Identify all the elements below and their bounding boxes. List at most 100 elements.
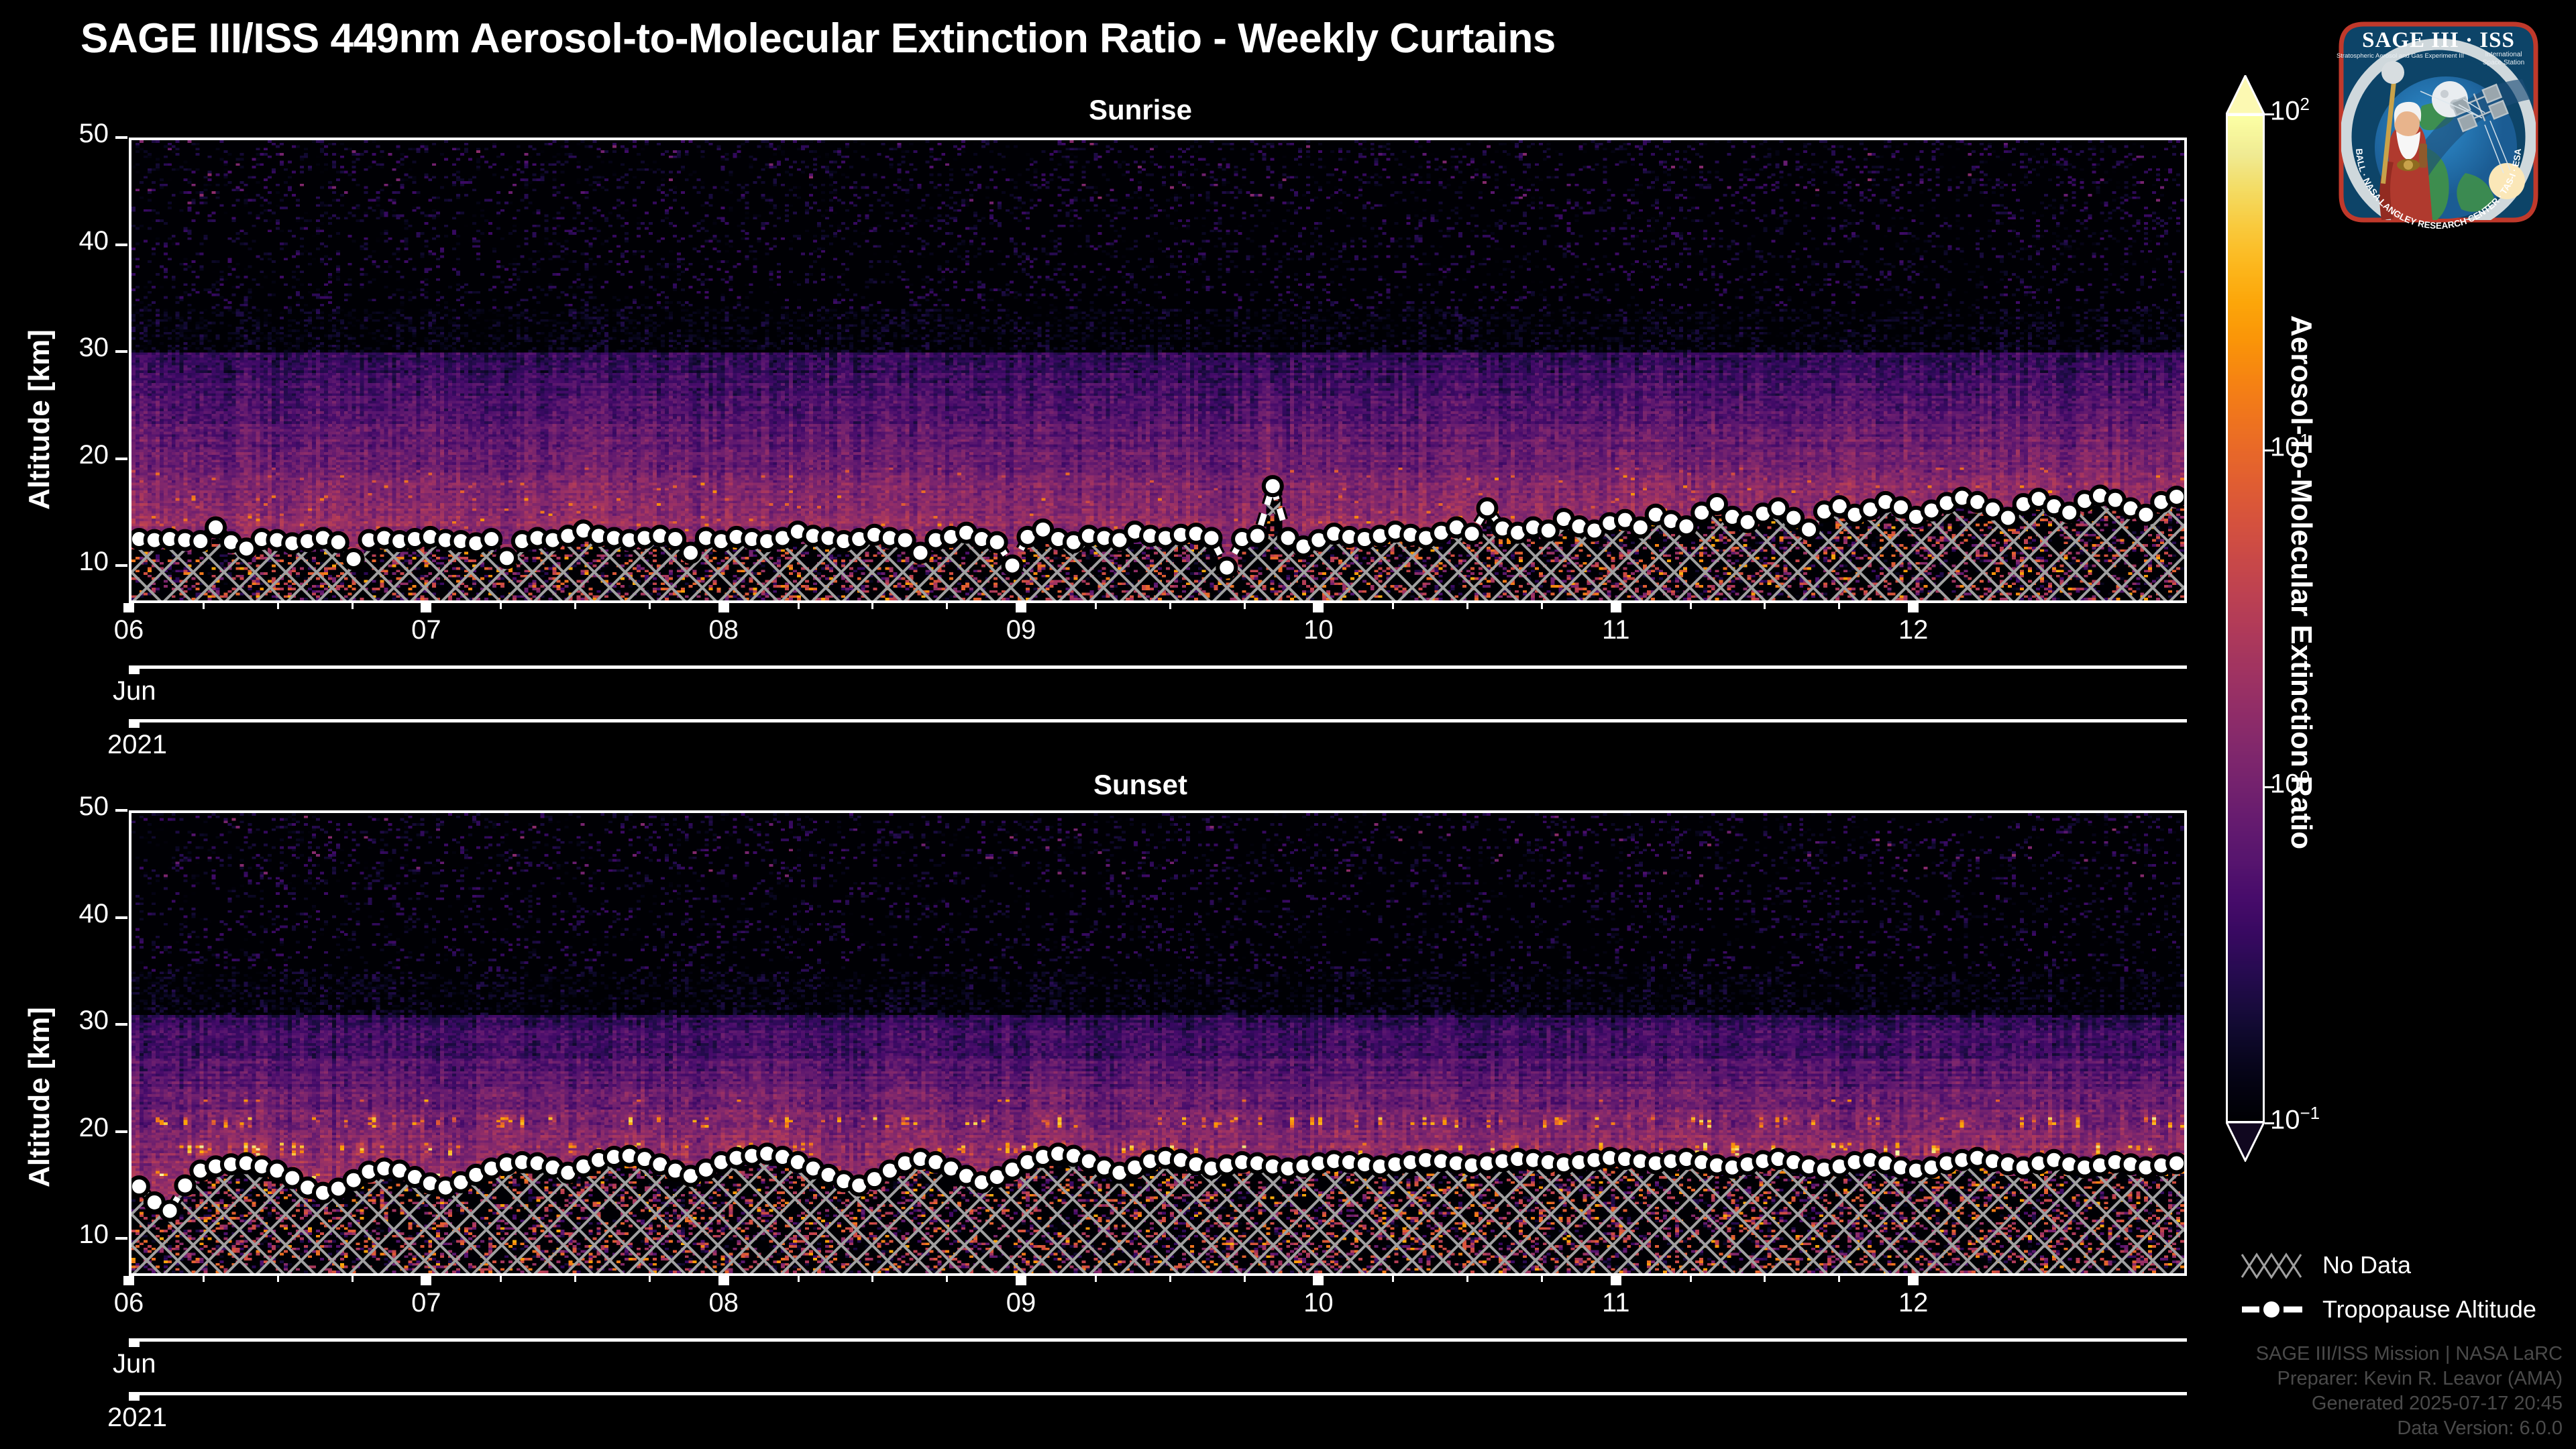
year-band-tick-sunset bbox=[129, 1392, 140, 1401]
y-tick-label-sunrise-50: 50 bbox=[78, 119, 109, 148]
year-band-tick-sunrise bbox=[129, 719, 140, 728]
tropopause-marker bbox=[1476, 497, 1499, 520]
no-data-hatch-region bbox=[131, 1159, 2184, 1273]
x-tick-label-sunset-08: 08 bbox=[708, 1288, 739, 1318]
y-tick-mark-sunset-50 bbox=[115, 809, 127, 812]
legend-item-no-data: No Data bbox=[2241, 1246, 2536, 1284]
legend-item-tropopause: Tropopause Altitude bbox=[2241, 1291, 2536, 1328]
tropopause-marker bbox=[664, 528, 687, 551]
tropopause-marker bbox=[1629, 516, 1652, 539]
y-tick-mark-sunrise-30 bbox=[115, 350, 127, 354]
colorbar-min-arrow bbox=[2224, 1121, 2266, 1163]
y-tick-label-sunrise-30: 30 bbox=[78, 333, 109, 363]
x-tick-mark-sunset-12 bbox=[1908, 1276, 1919, 1285]
x-minor-tick-sunset bbox=[1540, 1276, 1543, 1282]
x-minor-tick-sunrise bbox=[1466, 603, 1469, 609]
month-band-tick-sunrise bbox=[129, 665, 140, 674]
y-tick-label-sunrise-10: 10 bbox=[78, 547, 109, 577]
x-minor-tick-sunset bbox=[574, 1276, 577, 1282]
tropopause-marker bbox=[1675, 515, 1698, 538]
y-tick-mark-sunrise-20 bbox=[115, 457, 127, 460]
sage-iii-iss-mission-patch-logo: SAGE III · ISS Stratospheric Aerosol and… bbox=[2321, 5, 2556, 240]
x-minor-tick-sunset bbox=[1392, 1276, 1395, 1282]
footer-credits: SAGE III/ISS Mission | NASA LaRC Prepare… bbox=[2256, 1342, 2563, 1441]
legend-label-tropopause: Tropopause Altitude bbox=[2322, 1295, 2536, 1323]
tropopause-marker bbox=[909, 541, 932, 564]
colorbar-ticklabel-3: 10−1 bbox=[2270, 1103, 2320, 1135]
colorbar-tickmark-2 bbox=[2265, 786, 2274, 788]
y-tick-mark-sunset-10 bbox=[115, 1237, 127, 1240]
month-band-tick-sunset bbox=[129, 1338, 140, 1347]
tropopause-marker bbox=[174, 1174, 197, 1197]
x-minor-tick-sunrise bbox=[648, 603, 651, 609]
y-tick-label-sunset-30: 30 bbox=[78, 1006, 109, 1036]
x-minor-tick-sunset bbox=[871, 1276, 874, 1282]
tropopause-marker bbox=[1216, 556, 1238, 579]
x-tick-mark-sunset-08 bbox=[718, 1276, 729, 1285]
x-minor-tick-sunrise bbox=[1838, 603, 1841, 609]
x-minor-tick-sunrise bbox=[276, 603, 279, 609]
heatmap-sunset[interactable] bbox=[129, 810, 2187, 1276]
x-tick-mark-sunrise-09 bbox=[1016, 603, 1027, 612]
month-band-line-sunrise bbox=[129, 665, 2187, 669]
x-minor-tick-sunset bbox=[1689, 1276, 1692, 1282]
tropopause-marker bbox=[189, 530, 212, 553]
colorbar-gradient bbox=[2226, 114, 2265, 1123]
tropopause-marker bbox=[2165, 1152, 2184, 1175]
x-minor-tick-sunset bbox=[1243, 1276, 1246, 1282]
colorbar[interactable]: 102 101 100 10−1 bbox=[2224, 73, 2320, 1163]
tropopause-marker bbox=[1537, 519, 1560, 542]
tropopause-marker bbox=[1032, 518, 1055, 541]
month-band-line-sunset bbox=[129, 1338, 2187, 1342]
x-tick-mark-sunset-11 bbox=[1610, 1276, 1621, 1285]
x-minor-tick-sunrise bbox=[946, 603, 949, 609]
colorbar-ticklabel-2: 100 bbox=[2270, 766, 2310, 798]
x-tick-label-sunset-07: 07 bbox=[411, 1288, 441, 1318]
heatmap-sunrise[interactable] bbox=[129, 138, 2187, 603]
colorbar-tickmark-3 bbox=[2265, 1122, 2274, 1124]
colorbar-max-arrow bbox=[2224, 73, 2266, 115]
colorbar-tickmark-0 bbox=[2265, 113, 2274, 115]
tropopause-marker bbox=[342, 547, 365, 570]
x-tick-mark-sunrise-07 bbox=[421, 603, 432, 612]
x-minor-tick-sunset bbox=[500, 1276, 502, 1282]
tropopause-marker bbox=[1782, 506, 1805, 529]
x-minor-tick-sunset bbox=[276, 1276, 279, 1282]
panel-title-sunset: Sunset bbox=[1093, 769, 1188, 800]
x-tick-label-sunrise-12: 12 bbox=[1898, 615, 1929, 645]
tropopause-overlay-sunset bbox=[131, 1142, 2184, 1273]
x-tick-label-sunset-11: 11 bbox=[1601, 1288, 1630, 1318]
x-tick-label-sunrise-08: 08 bbox=[708, 615, 739, 645]
x-minor-tick-sunset bbox=[1169, 1276, 1171, 1282]
dashed-marker-icon bbox=[2241, 1295, 2310, 1324]
year-label-sunset: 2021 bbox=[107, 1403, 167, 1432]
x-minor-tick-sunrise bbox=[1243, 603, 1246, 609]
y-tick-mark-sunset-40 bbox=[115, 916, 127, 919]
x-minor-tick-sunset bbox=[946, 1276, 949, 1282]
tropopause-marker bbox=[158, 1199, 181, 1222]
footer-line-mission: SAGE III/ISS Mission | NASA LaRC bbox=[2255, 1342, 2563, 1364]
x-tick-mark-sunrise-11 bbox=[1610, 603, 1621, 612]
x-tick-label-sunrise-09: 09 bbox=[1006, 615, 1036, 645]
page-title: SAGE III/ISS 449nm Aerosol-to-Molecular … bbox=[80, 15, 1556, 62]
x-minor-tick-sunrise bbox=[1689, 603, 1692, 609]
tropopause-marker bbox=[2165, 485, 2184, 508]
x-tick-label-sunset-12: 12 bbox=[1898, 1288, 1929, 1318]
x-tick-mark-sunset-09 bbox=[1016, 1276, 1027, 1285]
x-tick-mark-sunset-07 bbox=[421, 1276, 432, 1285]
colorbar-label: Aerosol-To-Molecular Extinction Ratio bbox=[2285, 315, 2318, 850]
tropopause-marker bbox=[1246, 525, 1269, 547]
footer-line-generated: Generated 2025-07-17 20:45 bbox=[2311, 1392, 2563, 1414]
x-tick-label-sunrise-06: 06 bbox=[113, 615, 144, 645]
colorbar-ticklabel-0: 102 bbox=[2270, 94, 2310, 126]
tropopause-marker bbox=[1767, 497, 1790, 520]
y-tick-label-sunset-50: 50 bbox=[78, 792, 109, 821]
colorbar-ticklabel-1: 101 bbox=[2270, 430, 2310, 462]
svg-text:Space Station: Space Station bbox=[2483, 59, 2524, 66]
x-minor-tick-sunrise bbox=[1169, 603, 1171, 609]
tropopause-marker bbox=[1996, 506, 2019, 529]
tropopause-marker bbox=[2058, 501, 2081, 524]
x-tick-mark-sunrise-06 bbox=[123, 603, 134, 612]
tropopause-marker bbox=[205, 516, 227, 539]
svg-text:SAGE III · ISS: SAGE III · ISS bbox=[2362, 28, 2515, 52]
